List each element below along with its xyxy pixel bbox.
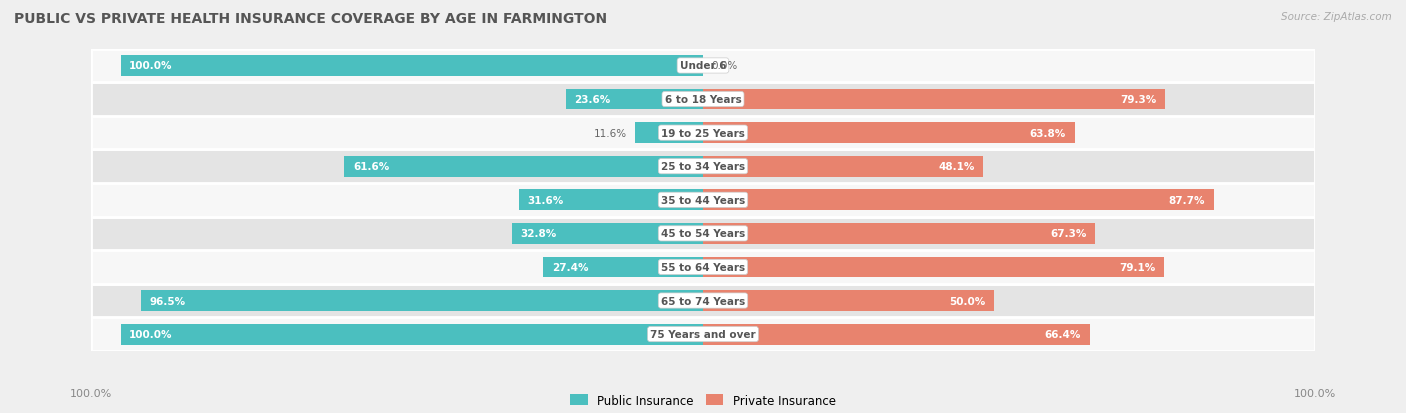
Text: 23.6%: 23.6% [574,95,610,105]
Bar [91,50,1315,83]
Text: 6 to 18 Years: 6 to 18 Years [665,95,741,105]
Bar [91,284,1315,318]
Text: 50.0%: 50.0% [949,296,986,306]
Text: 11.6%: 11.6% [593,128,627,138]
Bar [703,190,1213,211]
Text: 100.0%: 100.0% [1294,388,1336,398]
Text: 79.1%: 79.1% [1119,262,1154,272]
Bar [91,318,1315,351]
Text: 63.8%: 63.8% [1029,128,1066,138]
Text: 35 to 44 Years: 35 to 44 Years [661,195,745,205]
Text: 61.6%: 61.6% [353,162,389,172]
Text: 55 to 64 Years: 55 to 64 Years [661,262,745,272]
Text: 100.0%: 100.0% [70,388,112,398]
Text: 31.6%: 31.6% [527,195,564,205]
Bar [565,90,703,110]
Text: 27.4%: 27.4% [553,262,589,272]
Bar [91,217,1315,251]
Text: 0.0%: 0.0% [711,61,738,71]
Bar [91,150,1315,183]
Text: 25 to 34 Years: 25 to 34 Years [661,162,745,172]
Bar [703,90,1166,110]
Text: 32.8%: 32.8% [520,229,557,239]
Text: Source: ZipAtlas.com: Source: ZipAtlas.com [1281,12,1392,22]
Text: 65 to 74 Years: 65 to 74 Years [661,296,745,306]
Text: PUBLIC VS PRIVATE HEALTH INSURANCE COVERAGE BY AGE IN FARMINGTON: PUBLIC VS PRIVATE HEALTH INSURANCE COVER… [14,12,607,26]
Text: 66.4%: 66.4% [1045,329,1081,339]
Bar [519,190,703,211]
Bar [91,83,1315,116]
Bar [121,324,703,345]
Bar [91,116,1315,150]
Text: 100.0%: 100.0% [129,61,173,71]
Text: 19 to 25 Years: 19 to 25 Years [661,128,745,138]
Bar [703,257,1164,278]
Bar [543,257,703,278]
Bar [512,223,703,244]
Bar [141,290,703,311]
Bar [703,223,1095,244]
Bar [703,123,1074,144]
Legend: Public Insurance, Private Insurance: Public Insurance, Private Insurance [565,389,841,411]
Text: 96.5%: 96.5% [149,296,186,306]
Text: 67.3%: 67.3% [1050,229,1087,239]
Text: 75 Years and over: 75 Years and over [650,329,756,339]
Text: 48.1%: 48.1% [938,162,974,172]
Text: 45 to 54 Years: 45 to 54 Years [661,229,745,239]
Text: Under 6: Under 6 [679,61,727,71]
Text: 79.3%: 79.3% [1121,95,1156,105]
Bar [344,157,703,177]
Bar [636,123,703,144]
Bar [703,290,994,311]
Text: 100.0%: 100.0% [129,329,173,339]
Bar [121,56,703,77]
Bar [703,157,983,177]
Bar [91,251,1315,284]
Bar [703,324,1090,345]
Text: 87.7%: 87.7% [1168,195,1205,205]
Bar [91,183,1315,217]
